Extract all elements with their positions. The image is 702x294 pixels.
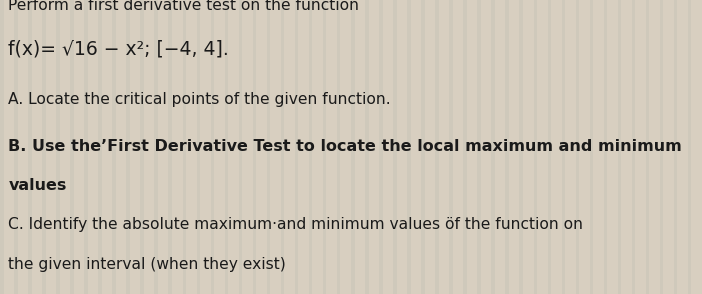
Text: f(x)= √16 − x²; [−4, 4].: f(x)= √16 − x²; [−4, 4]. (8, 40, 229, 59)
Text: B. Use the’First Derivative Test to locate the local maximum and minimum: B. Use the’First Derivative Test to loca… (8, 139, 682, 154)
Text: the given interval (when they exist): the given interval (when they exist) (8, 257, 286, 272)
Text: C. Identify the absolute maximum‧and minimum values öf the function on: C. Identify the absolute maximum‧and min… (8, 217, 583, 232)
Text: Perform a first derivative test on the function: Perform a first derivative test on the f… (8, 0, 359, 13)
Text: values: values (8, 178, 67, 193)
Text: A. Locate the critical points of the given function.: A. Locate the critical points of the giv… (8, 92, 391, 107)
